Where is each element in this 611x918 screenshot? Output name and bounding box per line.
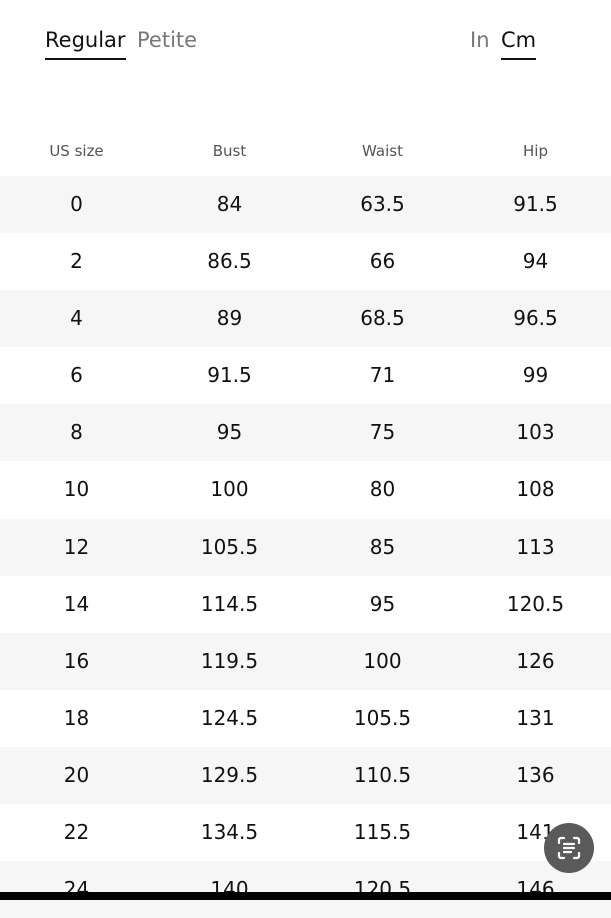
table-row: 2 86.5 66 94	[0, 233, 611, 290]
fit-tab[interactable]: Regular	[45, 26, 126, 60]
table-row: 22 134.5 115.5 141	[0, 804, 611, 861]
table-cell: 100	[363, 648, 402, 673]
table-cell: 6	[70, 363, 83, 388]
size-table: US size Bust Waist Hip 0 84 63.5 91.5 2 86.5 66 94 4…	[0, 136, 611, 918]
table-cell: 10	[63, 477, 90, 502]
table-cell: 99	[522, 363, 549, 388]
header-cell: Waist	[362, 142, 403, 160]
fit-tab[interactable]: Petite	[137, 28, 198, 52]
table-cell: 2	[70, 249, 83, 274]
table-cell: 120.5	[353, 877, 412, 902]
table-cell: 71	[369, 363, 396, 388]
table-cell: 95	[216, 420, 243, 445]
table-cell: 126	[516, 648, 555, 673]
table-cell: 14	[63, 591, 90, 616]
table-cell: 140	[210, 877, 249, 902]
table-cell: 68.5	[360, 306, 405, 331]
table-cell: 95	[369, 591, 396, 616]
table-cell: 120.5	[506, 591, 565, 616]
table-row: 4 89 68.5 96.5	[0, 290, 611, 348]
table-cell: 84	[216, 192, 243, 216]
table-cell: 94	[522, 249, 549, 274]
table-cell: 20	[63, 762, 90, 787]
header-cell: Bust	[212, 142, 247, 160]
table-cell: 24	[63, 877, 90, 902]
table-cell: 124.5	[200, 705, 259, 730]
table-cell: 89	[216, 306, 243, 331]
table-cell: 131	[516, 705, 555, 730]
header-row: US size Bust Waist Hip	[0, 136, 611, 176]
table-cell: 105.5	[353, 705, 412, 730]
table-cell: 91.5	[513, 192, 558, 216]
unit-tab[interactable]: Cm	[501, 26, 537, 60]
table-cell: 86.5	[207, 249, 252, 274]
table-row: 16 119.5 100 126	[0, 632, 611, 690]
table-row: 18 124.5 105.5 131	[0, 690, 611, 747]
table-cell: 4	[70, 306, 83, 331]
table-cell: 8	[70, 420, 83, 445]
table-cell: 66	[369, 249, 396, 274]
table-row: 20 129.5 110.5 136	[0, 746, 611, 805]
table-cell: 100	[210, 477, 249, 502]
table-cell: 113	[516, 534, 555, 559]
table-cell: 18	[63, 705, 90, 730]
table-cell: 105.5	[200, 534, 259, 559]
table-cell: 119.5	[200, 648, 259, 673]
table-cell: 103	[516, 420, 555, 445]
table-cell: 80	[369, 477, 396, 502]
table-cell: 0	[70, 192, 83, 216]
table-cell: 114.5	[200, 591, 259, 616]
table-cell: 110.5	[353, 762, 412, 787]
table-cell: 63.5	[360, 192, 405, 216]
table-cell: 136	[516, 762, 555, 787]
header-cell: US size	[49, 142, 104, 160]
table-row: 8 95 75 103	[0, 404, 611, 462]
table-cell: 22	[63, 820, 90, 845]
table-cell: 12	[63, 534, 90, 559]
table-row: 12 105.5 85 113	[0, 518, 611, 576]
scan-icon	[557, 836, 581, 860]
table-row: 0 84 63.5 91.5	[0, 176, 611, 234]
header-cell: Hip	[523, 142, 548, 160]
table-cell: 16	[63, 648, 90, 673]
table-cell: 108	[516, 477, 555, 502]
table-cell: 129.5	[200, 762, 259, 787]
table-cell: 91.5	[207, 363, 252, 388]
table-cell: 75	[369, 420, 396, 445]
bottom-bar	[0, 892, 611, 900]
table-cell: 134.5	[200, 820, 259, 845]
table-row: 24 140 120.5 146	[0, 861, 611, 918]
table-row: 6 91.5 71 99	[0, 347, 611, 404]
unit-tab[interactable]: In	[470, 28, 490, 52]
table-row: 10 100 80 108	[0, 461, 611, 518]
scan-button[interactable]	[544, 823, 594, 873]
table-cell: 96.5	[513, 306, 558, 331]
table-cell: 85	[369, 534, 396, 559]
table-cell: 115.5	[353, 820, 412, 845]
table-row: 14 114.5 95 120.5	[0, 576, 611, 633]
